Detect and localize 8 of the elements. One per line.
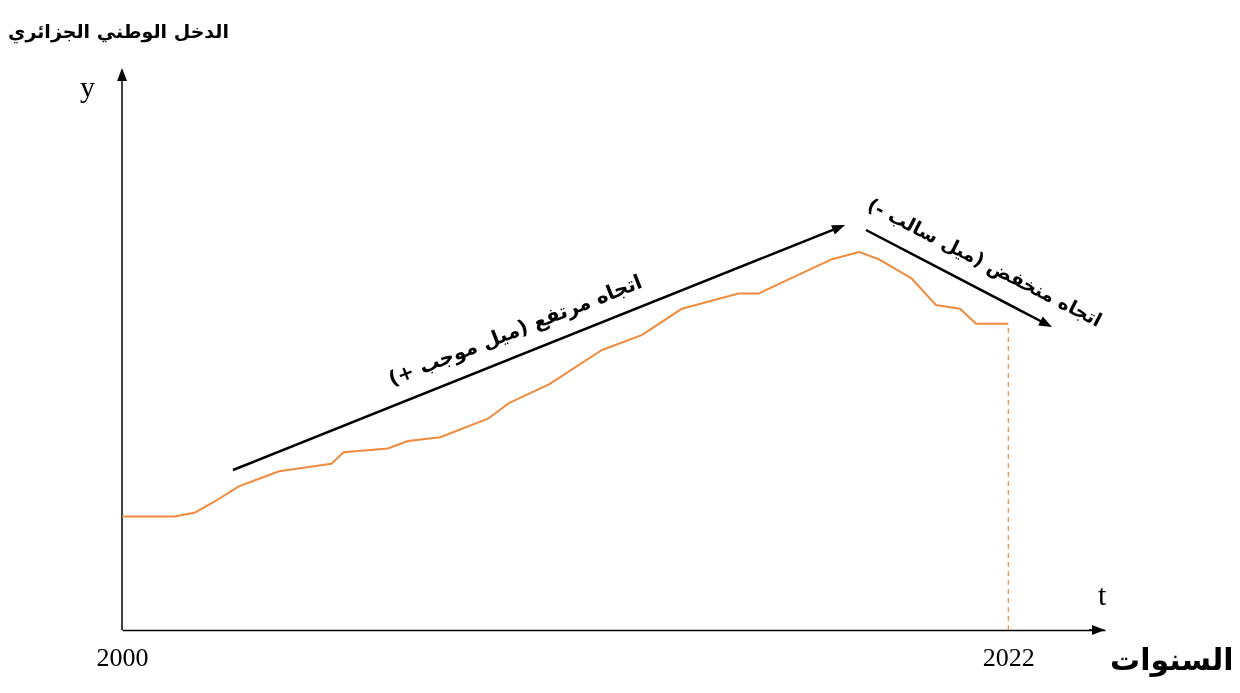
annotation: اتجاه مرتفع (ميل موجب +) [384,269,646,391]
x-tick-label: 2000 [96,642,149,672]
x-axis-title: السنوات [1110,642,1234,677]
y-axis-title: y [80,70,95,104]
annotation: اتجاه منخفض (ميل سالب -) [864,193,1106,331]
annotation: t [1098,578,1107,612]
x-tick-label: 2022 [982,642,1035,672]
text: الدخل الوطني الجزائري [8,20,229,42]
